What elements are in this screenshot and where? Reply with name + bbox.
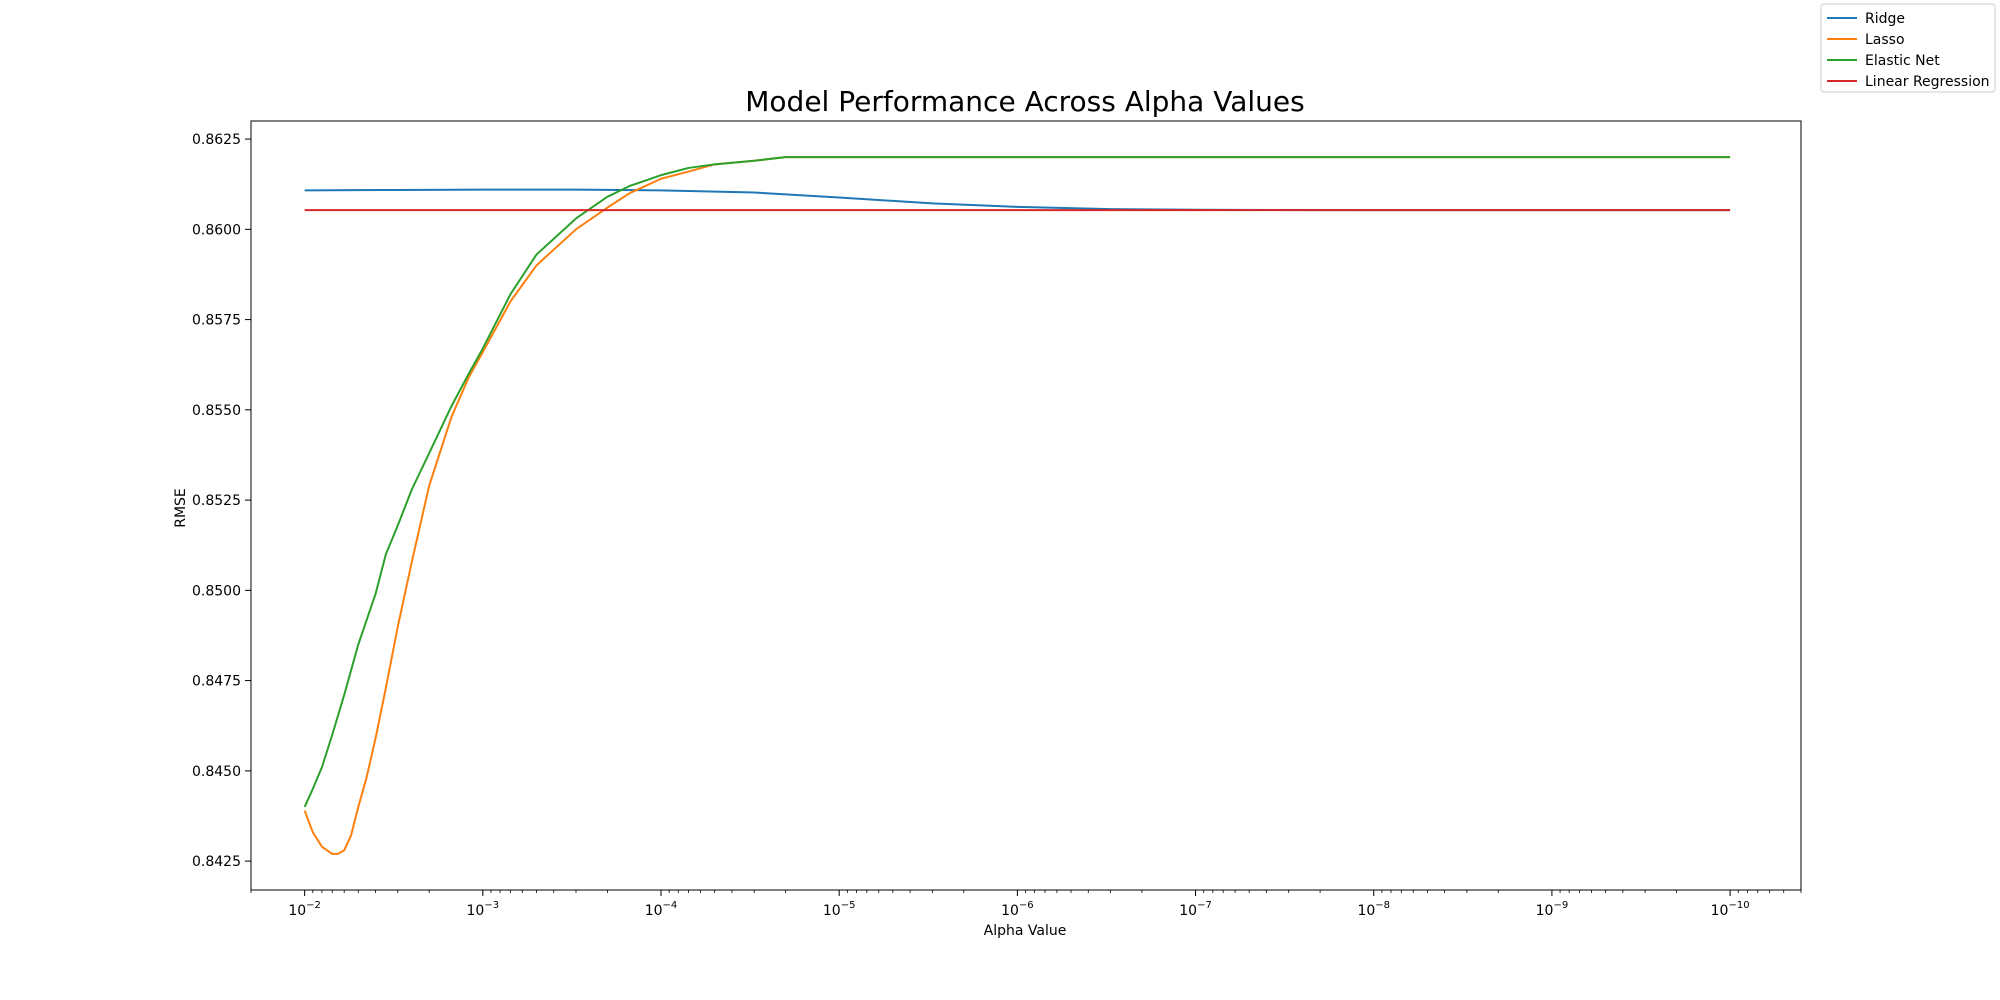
y-tick-label: 0.8525 <box>192 493 241 509</box>
series-line-elastic-net <box>303 156 1731 808</box>
series-line-ridge <box>304 188 1731 212</box>
y-tick-label: 0.8450 <box>192 764 241 780</box>
legend-label: Linear Regression <box>1865 74 1990 90</box>
legend: Ridge Lasso Elastic Net Linear Regression <box>1820 3 1996 93</box>
x-tick-label: 10−2 <box>288 900 321 919</box>
x-tick-label: 10−6 <box>1001 900 1034 919</box>
x-tick-label: 10−3 <box>467 900 500 919</box>
x-tick-label: 10−10 <box>1711 900 1750 919</box>
x-tick-label: 10−7 <box>1179 900 1212 919</box>
plot-frame <box>250 120 1802 891</box>
y-tick-label: 0.8575 <box>192 313 241 329</box>
x-axis-ticks: 10−2 10−3 10−4 10−5 10−6 10−7 10−8 10−9 10−10 <box>288 890 1750 919</box>
legend-label: Lasso <box>1865 32 1905 48</box>
y-axis-label: RMSE <box>173 488 189 528</box>
y-tick-label: 0.8600 <box>192 222 241 238</box>
series-line-lasso <box>303 156 1731 855</box>
y-tick-label: 0.8425 <box>192 854 241 870</box>
y-tick-label: 0.8625 <box>192 132 241 148</box>
x-tick-label: 10−9 <box>1536 900 1569 919</box>
x-axis-label: Alpha Value <box>984 923 1067 939</box>
chart-title: Model Performance Across Alpha Values <box>745 85 1304 118</box>
x-minor-ticks <box>250 890 1802 893</box>
x-tick-label: 10−8 <box>1357 900 1390 919</box>
legend-label: Ridge <box>1865 11 1905 27</box>
y-tick-label: 0.8500 <box>192 583 241 599</box>
y-axis-ticks: 0.8425 0.8450 0.8475 0.8500 0.8525 0.8550 0.85… <box>192 132 251 870</box>
legend-label: Elastic Net <box>1865 53 1940 69</box>
x-tick-label: 10−4 <box>645 900 678 919</box>
y-tick-label: 0.8550 <box>192 403 241 419</box>
y-tick-label: 0.8475 <box>192 674 241 690</box>
series-layer <box>303 156 1731 855</box>
legend-frame <box>1820 3 1996 93</box>
x-tick-label: 10−5 <box>823 900 856 919</box>
